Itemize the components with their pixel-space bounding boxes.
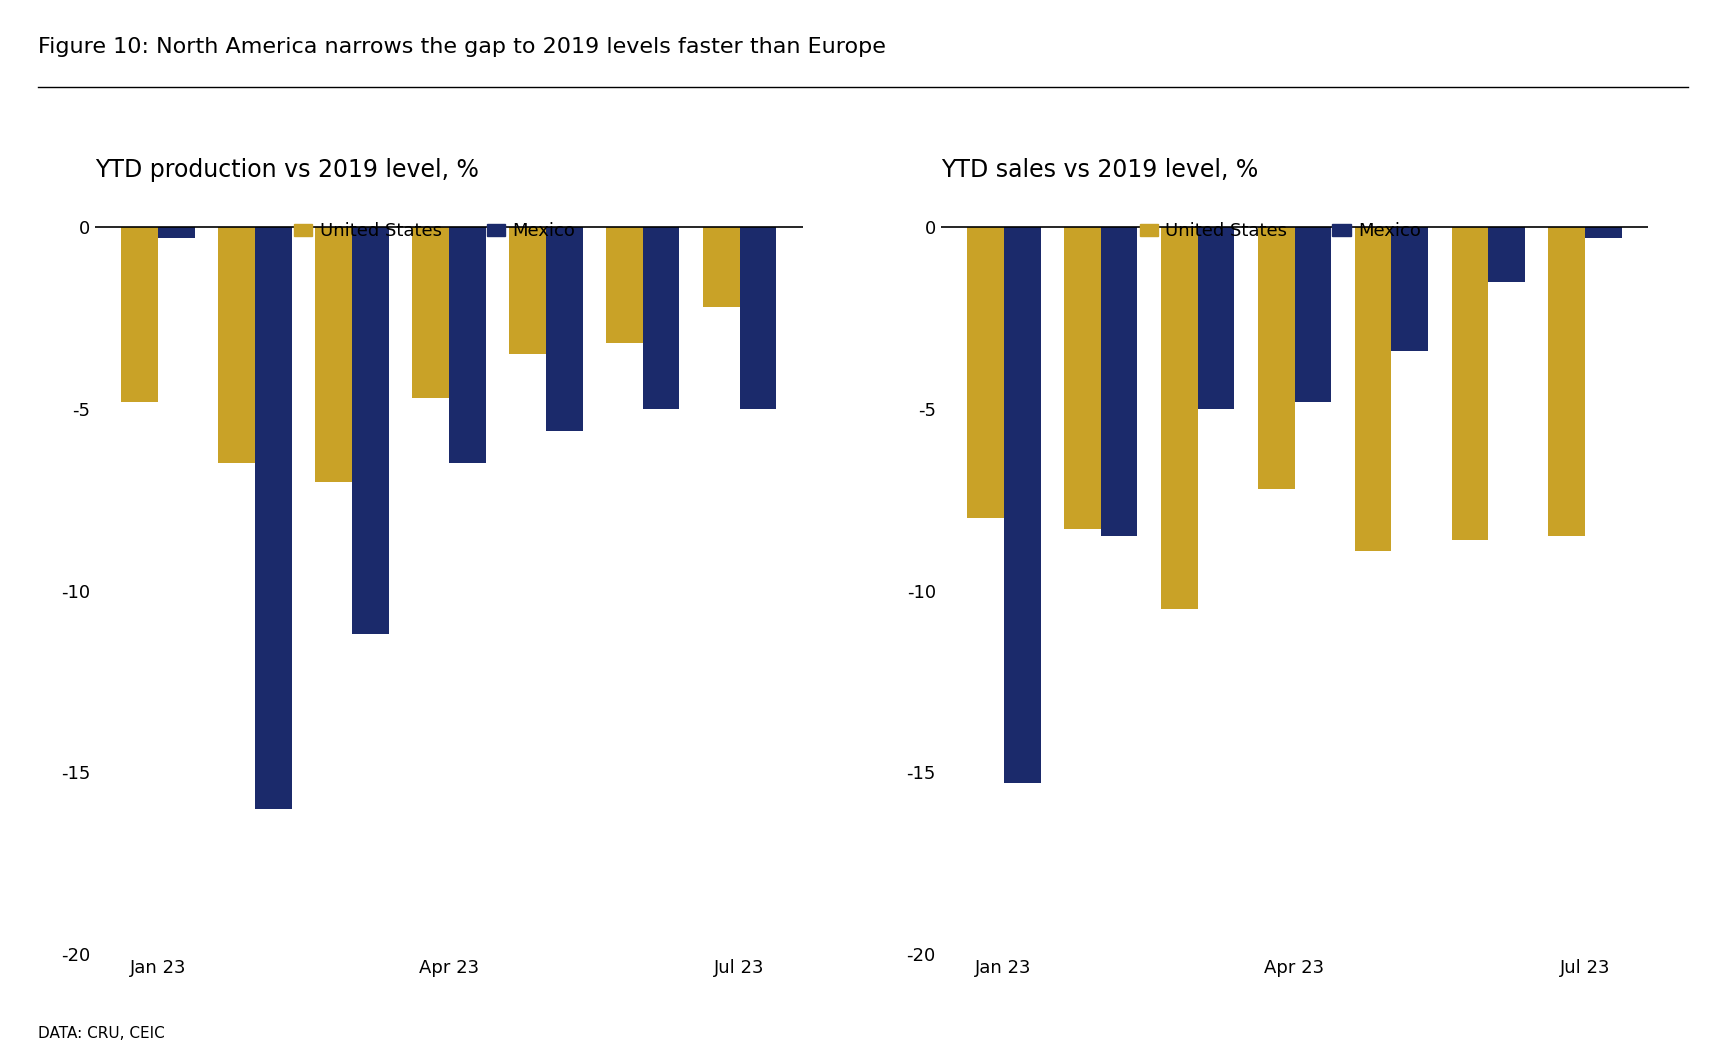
Text: Figure 10: North America narrows the gap to 2019 levels faster than Europe: Figure 10: North America narrows the gap… xyxy=(38,37,885,57)
Bar xyxy=(545,227,583,430)
Bar xyxy=(642,227,680,409)
Bar xyxy=(1355,227,1391,550)
Bar xyxy=(967,227,1005,518)
Bar xyxy=(1063,227,1101,529)
Bar xyxy=(1160,227,1198,608)
Bar xyxy=(352,227,388,634)
Bar xyxy=(1488,227,1526,282)
Bar xyxy=(449,227,485,463)
Legend: United States, Mexico: United States, Mexico xyxy=(287,215,582,248)
Bar xyxy=(509,227,545,354)
Legend: United States, Mexico: United States, Mexico xyxy=(1132,215,1427,248)
Bar xyxy=(1005,227,1041,783)
Text: DATA: CRU, CEIC: DATA: CRU, CEIC xyxy=(38,1026,164,1041)
Bar xyxy=(1198,227,1234,409)
Bar xyxy=(739,227,777,409)
Bar xyxy=(413,227,449,398)
Bar xyxy=(314,227,352,481)
Bar xyxy=(606,227,642,343)
Bar xyxy=(702,227,739,307)
Bar xyxy=(1258,227,1294,489)
Bar xyxy=(1101,227,1137,536)
Bar xyxy=(121,227,159,402)
Bar xyxy=(1452,227,1488,540)
Bar xyxy=(1584,227,1622,238)
Text: YTD sales vs 2019 level, %: YTD sales vs 2019 level, % xyxy=(941,158,1258,182)
Bar xyxy=(1294,227,1331,402)
Bar xyxy=(1391,227,1429,351)
Bar xyxy=(159,227,195,238)
Bar xyxy=(255,227,292,809)
Text: YTD production vs 2019 level, %: YTD production vs 2019 level, % xyxy=(95,158,478,182)
Bar xyxy=(217,227,255,463)
Bar xyxy=(1548,227,1584,536)
